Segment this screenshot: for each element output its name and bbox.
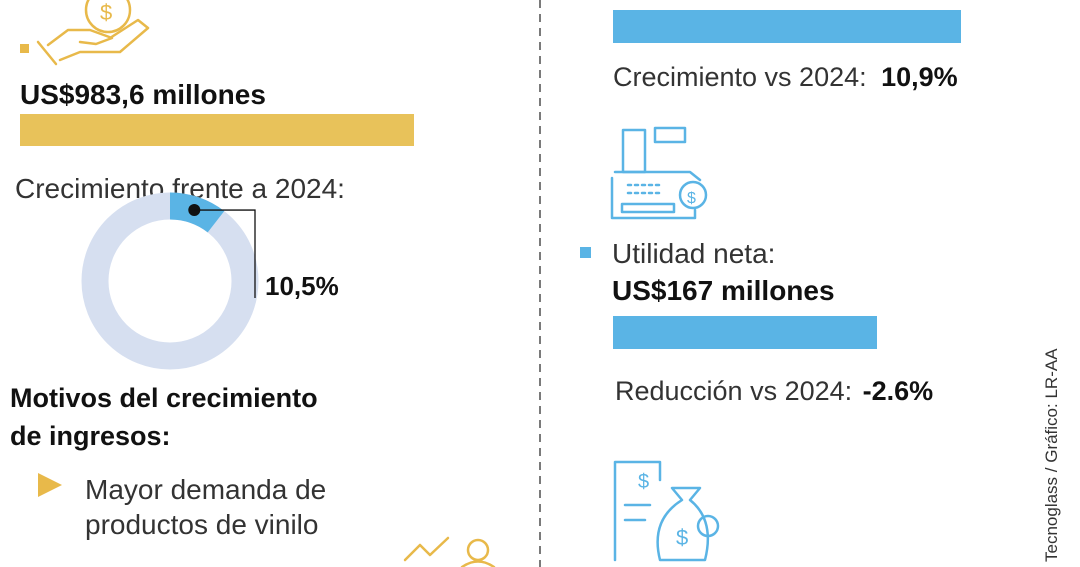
- bullet-triangle: [38, 473, 62, 497]
- reason: Mayor demanda de: [85, 474, 326, 505]
- donut-pointer-line: [194, 209, 256, 298]
- cash-register-icon: $: [610, 126, 708, 220]
- amount-bar: [20, 114, 414, 146]
- growth-icon: [403, 536, 496, 567]
- net-income-amount: US$167 millones: [612, 275, 835, 306]
- bullet-square: [580, 247, 591, 258]
- donut-label: 10,5%: [265, 271, 339, 301]
- svg-text:$: $: [100, 0, 112, 25]
- svg-text:$: $: [638, 471, 649, 493]
- reasons-title: Motivos del crecimiento: [10, 383, 318, 413]
- amount: US$983,6 millones: [20, 79, 266, 110]
- reduction-value: -2.6%: [863, 376, 934, 406]
- credit: Tecnoglass / Gráfico: LR-AA: [1042, 348, 1061, 562]
- net-income-bar: [613, 316, 877, 349]
- money-bag-icon: $ $: [613, 460, 720, 562]
- svg-text:$: $: [687, 190, 696, 207]
- hand-coin-icon: $: [36, 0, 150, 66]
- growth-line: Crecimiento vs 2024: 10,9%: [613, 62, 958, 92]
- growth-label: Crecimiento vs 2024:: [613, 62, 867, 92]
- reduction-line: Reducción vs 2024: -2.6%: [615, 376, 933, 406]
- growth-value: 10,9%: [881, 62, 958, 92]
- reason: productos de vinilo: [85, 509, 318, 540]
- bullet-square: [20, 44, 29, 53]
- reasons-title: de ingresos:: [10, 421, 171, 451]
- donut-chart: [81, 192, 259, 370]
- reduction-label: Reducción vs 2024:: [615, 376, 852, 406]
- svg-text:$: $: [676, 525, 688, 550]
- revenue-bar: [613, 10, 961, 43]
- donut-track: [81, 192, 259, 370]
- net-income-label: Utilidad neta:: [612, 238, 775, 269]
